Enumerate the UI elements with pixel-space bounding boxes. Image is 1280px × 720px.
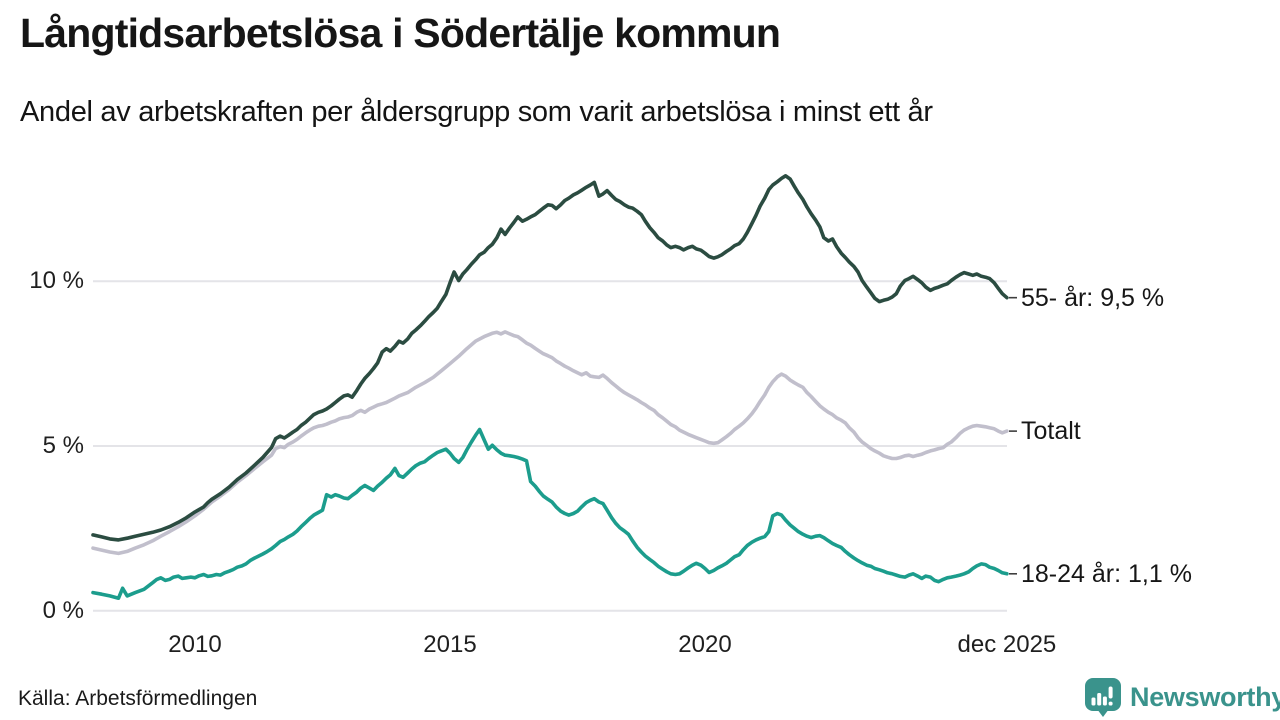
x-axis-tick-dec-2025: dec 2025 bbox=[957, 631, 1057, 658]
series-line-55-ar bbox=[91, 174, 1009, 542]
y-axis-tick-0-percent: 0 % bbox=[42, 596, 84, 624]
x-axis-tick-2015: 2015 bbox=[423, 631, 477, 658]
source-caption: Källa: Arbetsförmedlingen bbox=[18, 687, 258, 710]
series-line-totalt bbox=[91, 330, 1009, 556]
series-end-label-55-ar: 55- år: 9,5 % bbox=[1021, 283, 1165, 312]
series-end-label-totalt: Totalt bbox=[1021, 417, 1081, 446]
y-axis-tick-5-percent: 5 % bbox=[42, 431, 84, 459]
newsworthy-logo-icon bbox=[1085, 678, 1121, 717]
chart-subtitle: Andel av arbetskraften per åldersgrupp s… bbox=[20, 96, 933, 128]
page-title: Långtidsarbetslösa i Södertälje kommun bbox=[20, 10, 781, 56]
newsworthy-wordmark: Newsworthy bbox=[1130, 682, 1280, 712]
newsworthy-logo: Newsworthy bbox=[1084, 677, 1280, 718]
series-line-18-24-ar bbox=[91, 427, 1009, 601]
x-axis-tick-2010: 2010 bbox=[168, 631, 222, 658]
series-end-label-18-24-ar: 18-24 år: 1,1 % bbox=[1021, 559, 1192, 588]
y-axis-tick-10-percent: 10 % bbox=[29, 267, 84, 295]
x-axis-tick-2020: 2020 bbox=[678, 631, 732, 658]
